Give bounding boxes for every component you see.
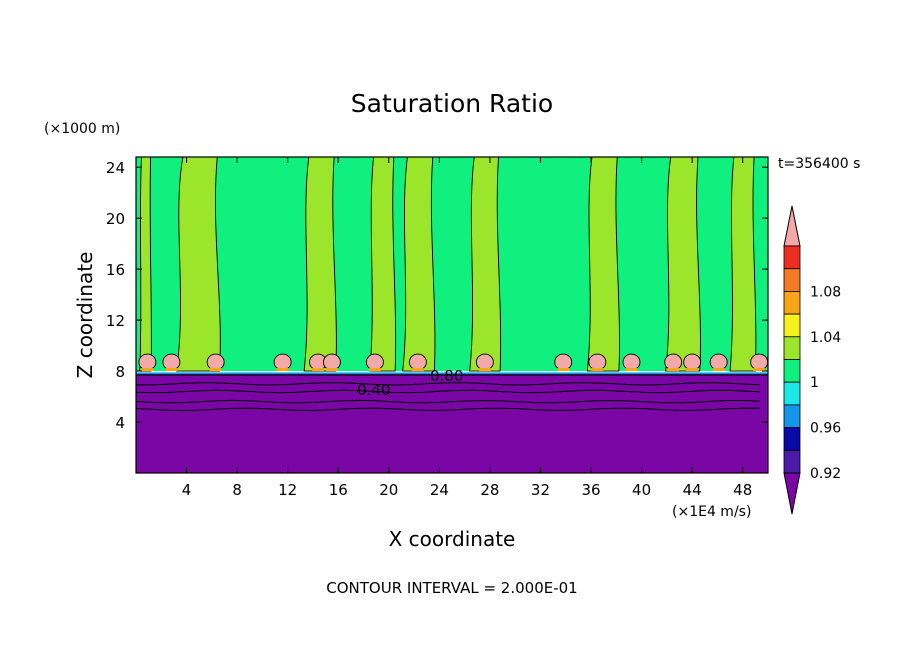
y-tick-label: 16 bbox=[106, 261, 125, 279]
x-tick-label: 24 bbox=[430, 481, 449, 499]
colorbar-label: 0.92 bbox=[810, 466, 841, 482]
cap-base bbox=[591, 368, 604, 372]
cap-blob bbox=[588, 353, 607, 371]
plot-area bbox=[136, 157, 768, 473]
colorbar-level bbox=[783, 449, 801, 474]
cap-base bbox=[276, 368, 289, 372]
contour-label-080: 0.80 bbox=[430, 367, 463, 385]
cap-blob bbox=[206, 353, 225, 371]
cap-base bbox=[209, 368, 222, 372]
cap-blob bbox=[622, 353, 641, 371]
y-unit-label: (×1000 m) bbox=[44, 121, 120, 137]
cap-base bbox=[368, 368, 381, 372]
cap-base bbox=[411, 368, 424, 372]
contour-label-040: 0.40 bbox=[357, 381, 390, 399]
x-tick-label: 20 bbox=[379, 481, 398, 499]
y-tick-label: 8 bbox=[115, 363, 125, 381]
colorbar-level bbox=[783, 290, 801, 315]
band-region bbox=[729, 157, 757, 372]
cap-base bbox=[625, 368, 638, 372]
colorbar-label: 1.08 bbox=[810, 284, 841, 300]
dry-layer bbox=[136, 374, 768, 473]
cap-base bbox=[478, 368, 491, 372]
cap-blob bbox=[273, 353, 292, 371]
cap-blob bbox=[750, 353, 768, 371]
colorbar: 1.08 1.04 1 0.96 0.92 bbox=[783, 205, 841, 515]
colorbar-level bbox=[783, 245, 801, 270]
x-axis-title: X coordinate bbox=[389, 527, 516, 551]
cap-blob bbox=[322, 353, 341, 371]
x-unit-label: (×1E4 m/s) bbox=[672, 504, 751, 520]
colorbar-level bbox=[783, 359, 801, 383]
x-tick-label: 44 bbox=[683, 481, 702, 499]
x-tick-label: 16 bbox=[329, 481, 348, 499]
band-region bbox=[586, 157, 620, 372]
cap-base bbox=[141, 368, 154, 372]
cap-base bbox=[686, 368, 699, 372]
band-region bbox=[139, 157, 152, 372]
chart-title: Saturation Ratio bbox=[351, 89, 553, 118]
cap-base bbox=[753, 368, 766, 372]
cap-base bbox=[712, 368, 725, 372]
band-region bbox=[369, 157, 397, 372]
cap-base bbox=[667, 368, 680, 372]
band-region bbox=[469, 157, 502, 372]
colorbar-level bbox=[783, 336, 801, 360]
cap-blob bbox=[475, 353, 494, 371]
cap-base bbox=[312, 368, 325, 372]
y-tick-label: 20 bbox=[106, 210, 125, 228]
band-region bbox=[303, 157, 337, 372]
band-region bbox=[175, 157, 221, 372]
y-axis-title: Z coordinate bbox=[73, 252, 97, 379]
colorbar-label: 0.96 bbox=[810, 421, 841, 437]
cap-blob bbox=[365, 353, 384, 371]
cap-base bbox=[165, 368, 178, 372]
contour-line bbox=[136, 389, 761, 394]
colorbar-level bbox=[783, 381, 801, 406]
y-tick-label: 4 bbox=[115, 414, 125, 432]
cap-blob bbox=[709, 353, 728, 371]
colorbar-label: 1 bbox=[810, 375, 819, 391]
cap-blob bbox=[683, 353, 702, 371]
contour-line bbox=[136, 407, 761, 412]
cap-blob bbox=[664, 353, 683, 371]
cap-base bbox=[325, 368, 338, 372]
x-tick-label: 48 bbox=[733, 481, 752, 499]
colorbar-bottom-arrow bbox=[783, 472, 801, 515]
y-tick-label: 24 bbox=[106, 159, 125, 177]
y-axis: 4 8 12 16 20 24 bbox=[106, 159, 768, 432]
cap-blob bbox=[162, 353, 181, 371]
colorbar-level bbox=[783, 427, 801, 451]
plot-frame bbox=[135, 156, 769, 474]
cap-blob bbox=[408, 353, 427, 371]
x-tick-label: 4 bbox=[182, 481, 192, 499]
contour-line bbox=[136, 399, 761, 404]
cap-blob bbox=[138, 353, 157, 371]
colorbar-top-arrow bbox=[783, 205, 801, 247]
x-tick-label: 8 bbox=[232, 481, 242, 499]
colorbar-label: 1.04 bbox=[810, 330, 841, 346]
x-tick-label: 36 bbox=[581, 481, 600, 499]
cap-blob bbox=[554, 353, 573, 371]
x-tick-label: 40 bbox=[632, 481, 651, 499]
moist-layer bbox=[136, 157, 768, 372]
transition-strip bbox=[136, 372, 768, 375]
contour-line bbox=[136, 382, 761, 386]
x-tick-label: 28 bbox=[480, 481, 499, 499]
colorbar-level bbox=[783, 404, 801, 428]
contour-interval-footer: CONTOUR INTERVAL = 2.000E-01 bbox=[326, 579, 577, 597]
colorbar-level bbox=[783, 313, 801, 338]
x-axis: 4 8 12 16 20 24 28 32 36 40 44 48 bbox=[182, 157, 752, 499]
y-tick-label: 12 bbox=[106, 312, 125, 330]
x-tick-label: 12 bbox=[278, 481, 297, 499]
time-label: t=356400 s bbox=[778, 156, 860, 172]
cap-base bbox=[557, 368, 570, 372]
band-region bbox=[665, 157, 701, 372]
x-tick-label: 32 bbox=[531, 481, 550, 499]
contour-labels: 0.40 0.80 bbox=[357, 367, 463, 399]
band-region bbox=[402, 157, 436, 372]
colorbar-level bbox=[783, 268, 801, 292]
